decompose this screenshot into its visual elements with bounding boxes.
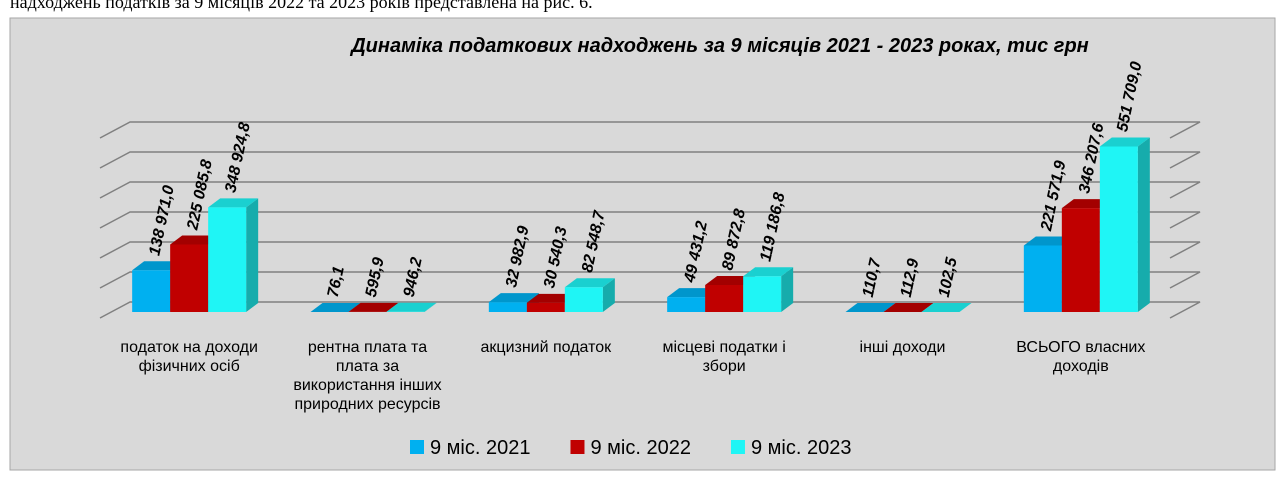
bar-face xyxy=(1023,236,1074,246)
bar-face xyxy=(208,198,259,208)
bar-face xyxy=(845,302,896,312)
document-text: надходжень податків за 9 місяців 2022 та… xyxy=(10,0,593,12)
bar-face xyxy=(781,267,794,312)
bar-face xyxy=(246,198,259,312)
bar-face xyxy=(1099,146,1138,312)
bar-face xyxy=(132,261,183,271)
grid-line xyxy=(99,121,1201,139)
x-tick-label: акцизний податок xyxy=(480,339,612,356)
bar xyxy=(208,198,259,312)
bar-face xyxy=(1061,199,1112,209)
bar-face xyxy=(132,270,171,312)
bar-face xyxy=(488,302,527,312)
bar-face xyxy=(705,285,744,312)
grid-line xyxy=(99,151,1201,169)
bar-face xyxy=(743,276,782,312)
legend-swatch xyxy=(570,440,585,454)
bar xyxy=(564,278,615,312)
legend-label: 9 міс. 2023 xyxy=(751,437,851,459)
legend-label: 9 міс. 2021 xyxy=(430,437,530,459)
bar-face xyxy=(564,287,603,312)
bar-face xyxy=(602,278,615,312)
bar-face xyxy=(959,302,972,312)
x-tick-label: інші доходи xyxy=(859,339,946,356)
x-tick-label: податок на доходи фізичних осіб xyxy=(120,339,258,375)
bar-face xyxy=(667,288,718,298)
grid-line xyxy=(99,181,1201,199)
grid-line xyxy=(99,301,1201,319)
bar-face xyxy=(348,302,399,312)
bar xyxy=(386,302,437,312)
bar xyxy=(921,302,972,312)
grid-line xyxy=(99,211,1201,229)
chart-title: Динаміка податкових надходжень за 9 міся… xyxy=(349,35,1089,57)
bar-face xyxy=(208,207,247,312)
bar-face xyxy=(883,302,934,312)
bar-face xyxy=(564,278,615,288)
bar xyxy=(743,267,794,312)
bar-face xyxy=(1023,245,1062,312)
bar-face xyxy=(526,293,577,303)
bar-face xyxy=(526,302,565,312)
bar-face xyxy=(386,302,437,312)
bar-face xyxy=(743,267,794,277)
bar-face xyxy=(1099,137,1150,147)
legend-swatch xyxy=(730,440,745,454)
bar-face xyxy=(310,302,361,312)
x-tick-label: рентна плата та плата за використання ін… xyxy=(293,339,442,413)
bar-face xyxy=(488,293,539,303)
bar-face xyxy=(921,302,972,312)
bar-face xyxy=(667,297,706,312)
grid-line xyxy=(99,271,1201,289)
bar-face xyxy=(170,235,221,245)
bar-face xyxy=(705,276,756,286)
bar xyxy=(1099,137,1150,312)
bar-face xyxy=(1137,137,1150,312)
bar-face xyxy=(170,244,209,312)
x-tick-label: ВСЬОГО власних доходів xyxy=(1016,339,1146,375)
legend-label: 9 міс. 2022 xyxy=(590,437,690,459)
grid-line xyxy=(99,241,1201,259)
bar-face xyxy=(424,302,437,312)
data-label: 76,1 xyxy=(325,265,348,299)
bar xyxy=(667,288,718,312)
legend-swatch xyxy=(410,440,424,454)
bar-face xyxy=(1061,208,1100,312)
x-tick-label: місцеві податки і збори xyxy=(662,339,786,375)
